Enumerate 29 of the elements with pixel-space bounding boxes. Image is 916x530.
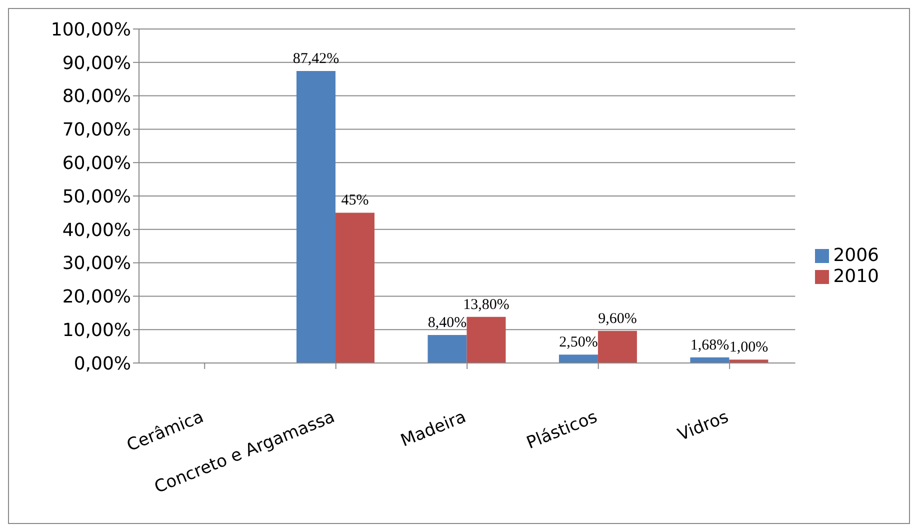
x-tick-label: Vidros <box>675 407 732 446</box>
y-tick-label: 0,00% <box>74 353 131 374</box>
y-tick-label: 50,00% <box>62 186 131 208</box>
y-tick-label: 100,00% <box>50 19 131 40</box>
y-tick-label: 40,00% <box>62 220 131 241</box>
y-tick-label: 90,00% <box>62 52 131 74</box>
bar <box>466 316 506 363</box>
legend-label: 2010 <box>833 266 879 287</box>
data-label: 45% <box>341 192 369 209</box>
data-label: 8,40% <box>428 314 467 331</box>
data-label: 2,50% <box>559 334 598 351</box>
y-tick-label: 70,00% <box>62 120 131 141</box>
y-tick-label: 20,00% <box>62 286 131 308</box>
y-tick-label: 60,00% <box>62 152 131 174</box>
y-tick-label: 80,00% <box>62 86 131 108</box>
bar <box>729 360 768 363</box>
data-label: 13,80% <box>463 296 510 313</box>
y-tick-label: 30,00% <box>62 253 131 274</box>
bar <box>598 330 637 363</box>
legend-label: 2006 <box>833 245 879 266</box>
bar <box>335 212 374 363</box>
data-label: 1,68% <box>690 337 730 354</box>
data-label: 87,42% <box>292 51 340 68</box>
data-label: 9,60% <box>598 310 637 327</box>
y-tick-label: 10,00% <box>62 320 131 341</box>
bar <box>296 71 336 363</box>
bar <box>428 334 467 363</box>
bar <box>558 354 598 363</box>
data-label: 1,00% <box>729 340 768 356</box>
